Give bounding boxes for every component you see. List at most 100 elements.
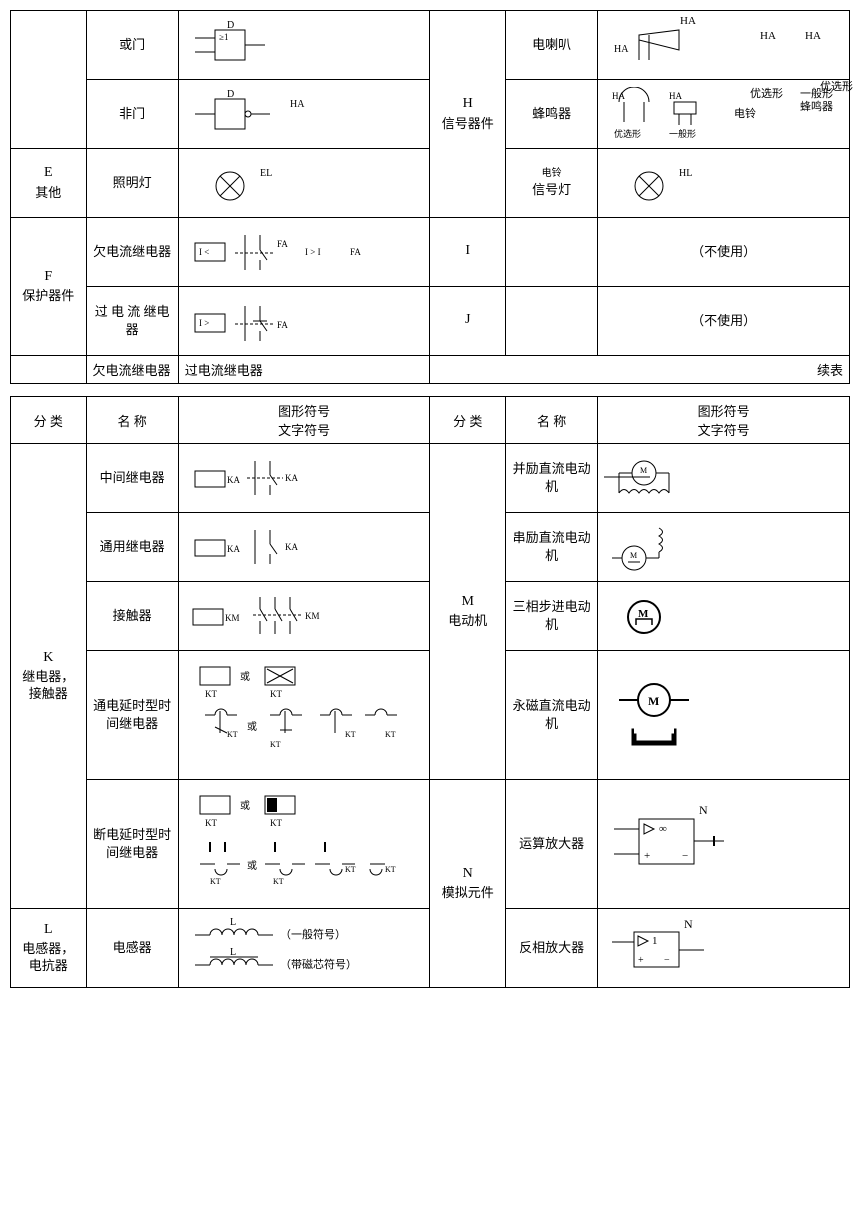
- cat-J: J: [430, 287, 506, 356]
- name-undercurrent-relay: 欠电流继电器: [86, 218, 178, 287]
- svg-text:KA: KA: [227, 475, 240, 485]
- svg-text:FA: FA: [277, 239, 288, 249]
- name-not-gate: 非门: [86, 80, 178, 149]
- symbol-gen-relay: KA KA: [178, 513, 430, 582]
- symbols-table-2: 分 类 名 称 图形符号 文字符号 分 类 名 称 图形符号 文字符号 K 继电…: [10, 396, 850, 988]
- hdr-name-l: 名 称: [86, 397, 178, 444]
- svg-text:KT: KT: [385, 730, 396, 739]
- name-inv-amp: 反相放大器: [505, 909, 597, 988]
- svg-text:M: M: [638, 608, 649, 620]
- symbol-inv-amp: N 1 + −: [598, 909, 850, 988]
- svg-text:KT: KT: [273, 877, 284, 886]
- svg-text:M: M: [630, 551, 637, 560]
- name-series-dc-motor: 串励直流电动机: [505, 513, 597, 582]
- cat-K: K 继电器，接触器: [11, 444, 87, 909]
- svg-text:M: M: [640, 466, 647, 475]
- symbol-or-gate: D ≥1: [178, 11, 430, 80]
- name-step-motor: 三相步进电动机: [505, 582, 597, 651]
- svg-text:KA: KA: [227, 544, 240, 554]
- symbol-signal-lamp: HL: [598, 149, 850, 218]
- name-contactor: 接触器: [86, 582, 178, 651]
- svg-text:L: L: [230, 917, 236, 928]
- svg-text:（一般符号）: （一般符号）: [280, 928, 346, 941]
- hdr-category-r: 分 类: [430, 397, 506, 444]
- svg-text:I <: I <: [199, 247, 209, 257]
- svg-text:或: 或: [240, 671, 250, 683]
- svg-text:KT: KT: [345, 865, 356, 874]
- svg-text:−: −: [682, 850, 688, 862]
- svg-text:优选形: 优选形: [614, 128, 641, 139]
- symbol-int-relay: KA KA: [178, 444, 430, 513]
- svg-text:或: 或: [247, 721, 257, 733]
- symbol-contactor: KM KM: [178, 582, 430, 651]
- svg-text:KA: KA: [285, 473, 298, 483]
- svg-text:KA: KA: [285, 542, 298, 552]
- name-shunt-dc-motor: 并励直流电动机: [505, 444, 597, 513]
- svg-text:一般形: 一般形: [669, 128, 696, 139]
- cat-E: E 其他: [11, 149, 87, 218]
- svg-text:+: +: [644, 850, 650, 862]
- name-lamp: 照明灯: [86, 149, 178, 218]
- name-inductor: 电感器: [86, 909, 178, 988]
- name-horn: 电喇叭: [505, 11, 597, 80]
- cat-M: M 电动机: [430, 444, 506, 780]
- symbol-pm-dc-motor: M: [598, 651, 850, 780]
- svg-text:1: 1: [652, 935, 658, 947]
- hdr-name-r: 名 称: [505, 397, 597, 444]
- svg-text:∞: ∞: [659, 823, 667, 835]
- cat-L: L 电感器，电抗器: [11, 909, 87, 988]
- name-int-relay: 中间继电器: [86, 444, 178, 513]
- name-off-delay-relay: 断电延时型时间继电器: [86, 780, 178, 909]
- symbol-off-delay-relay: 或 KT KT KT 或 KT KT: [178, 780, 430, 909]
- svg-text:+: +: [638, 955, 644, 966]
- symbol-on-delay-relay: 或 KT KT KT 或 KT KT: [178, 651, 430, 780]
- continued-label: 续表: [430, 356, 850, 384]
- svg-text:KT: KT: [385, 865, 396, 874]
- svg-text:KT: KT: [227, 730, 238, 739]
- symbol-shunt-dc-motor: M: [598, 444, 850, 513]
- not-used-J: （不使用）: [598, 287, 850, 356]
- svg-text:N: N: [699, 803, 708, 817]
- svg-text:HL: HL: [679, 168, 692, 179]
- name-on-delay-relay: 通电延时型时间继电器: [86, 651, 178, 780]
- symbol-inductor: L （一般符号） L （带磁芯符号）: [178, 909, 430, 988]
- hdr-category-l: 分 类: [11, 397, 87, 444]
- svg-text:电铃: 电铃: [734, 106, 756, 120]
- name-overcurrent-relay: 过 电 流 继电器: [86, 287, 178, 356]
- cat-N: N 模拟元件: [430, 780, 506, 988]
- svg-text:KM: KM: [225, 613, 240, 623]
- cat-F: F 保护器件: [11, 218, 87, 356]
- symbol-lamp: EL: [178, 149, 430, 218]
- name-opamp: 运算放大器: [505, 780, 597, 909]
- svg-text:FA: FA: [350, 247, 361, 257]
- symbol-buzzer: HA HA 优选形 一般形 电铃: [598, 80, 850, 149]
- symbol-undercurrent-relay: I < FA I > I FA: [178, 218, 430, 287]
- not-used-I: （不使用）: [598, 218, 850, 287]
- symbol-step-motor: M: [598, 582, 850, 651]
- svg-text:D: D: [227, 20, 234, 31]
- hdr-symbol-r: 图形符号 文字符号: [598, 397, 850, 444]
- symbol-not-gate: D HA: [178, 80, 430, 149]
- svg-text:−: −: [664, 955, 670, 966]
- name-buzzer: 蜂鸣器: [505, 80, 597, 149]
- footnote-overcurrent: 过电流继电器: [178, 356, 430, 384]
- cat-I: I: [430, 218, 506, 287]
- svg-text:KM: KM: [305, 611, 320, 621]
- svg-text:HA: HA: [290, 99, 305, 110]
- svg-text:（带磁芯符号）: （带磁芯符号）: [280, 957, 357, 971]
- footnote-undercurrent: 欠电流继电器: [86, 356, 178, 384]
- symbols-table-1: 或门 D ≥1 H 信号器件 电喇叭 HA 非门 D HA: [10, 10, 850, 384]
- svg-text:KT: KT: [270, 818, 282, 828]
- svg-text:M: M: [648, 694, 659, 708]
- name-signal-lamp: 电铃 信号灯: [505, 149, 597, 218]
- svg-text:D: D: [227, 89, 234, 100]
- svg-text:EL: EL: [260, 168, 272, 179]
- name-or-gate: 或门: [86, 11, 178, 80]
- svg-text:I > I: I > I: [305, 247, 321, 257]
- svg-text:KT: KT: [270, 740, 281, 749]
- svg-text:KT: KT: [345, 730, 356, 739]
- svg-text:HA: HA: [669, 91, 682, 101]
- svg-text:或: 或: [247, 860, 257, 872]
- svg-text:FA: FA: [277, 320, 288, 330]
- svg-text:HA: HA: [614, 44, 629, 55]
